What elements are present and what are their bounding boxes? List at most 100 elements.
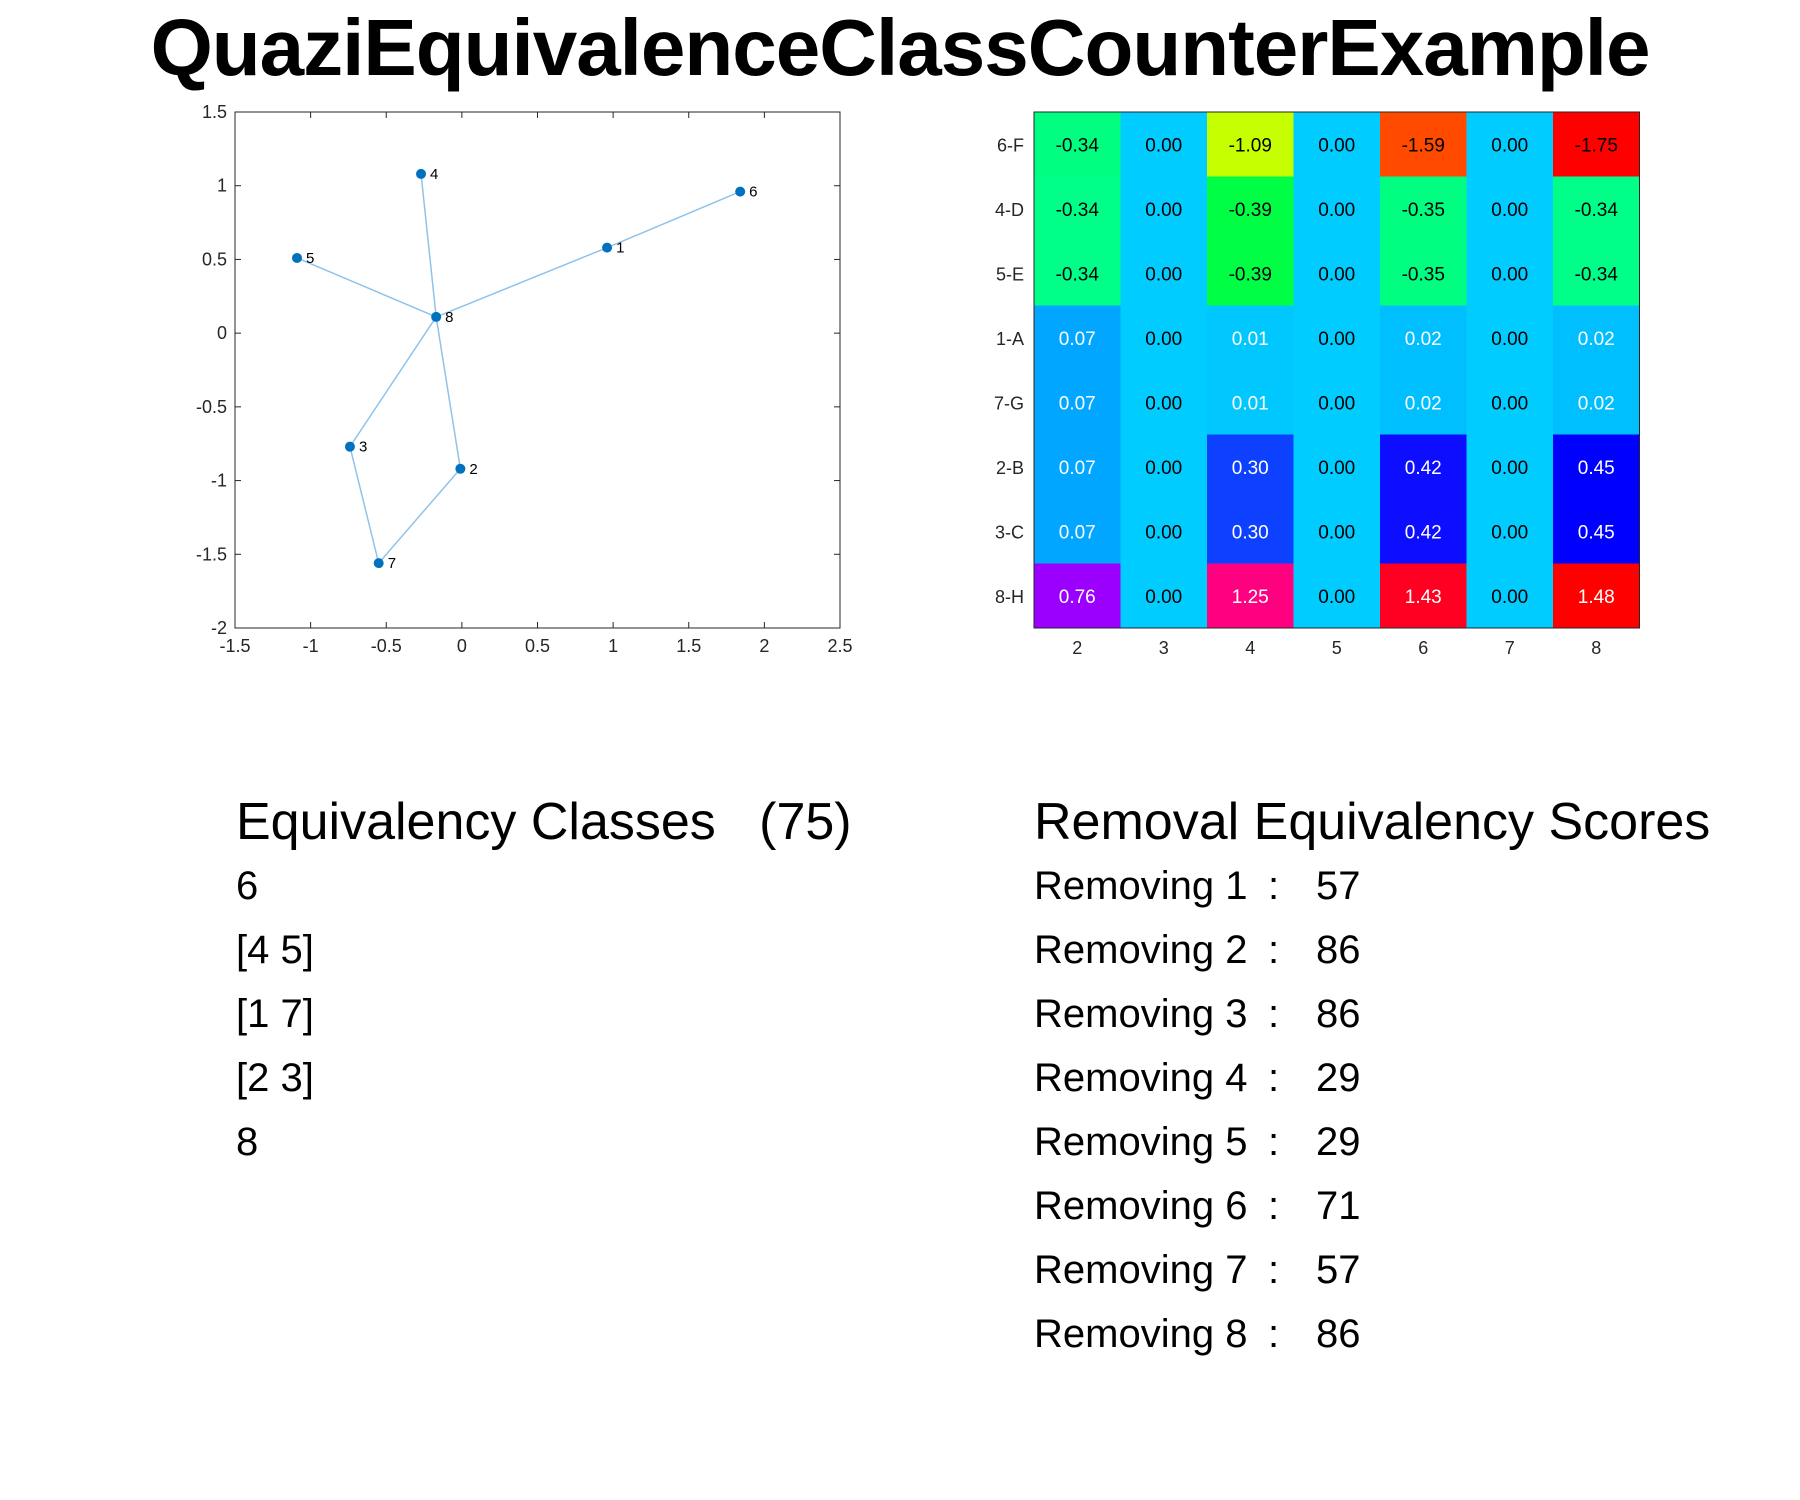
heatmap-row-label: 7-G bbox=[994, 393, 1024, 413]
graph-node-point bbox=[373, 558, 384, 569]
heatmap-cell bbox=[1293, 370, 1381, 435]
removal-score-label: Removing 4 bbox=[1034, 1056, 1248, 1100]
heatmap-cell bbox=[1034, 563, 1121, 629]
y-tick-label: -1 bbox=[211, 471, 227, 491]
removal-score-separator: : bbox=[1268, 864, 1280, 908]
heatmap-cell-value: -0.34 bbox=[1056, 135, 1100, 156]
heatmap-cell bbox=[1034, 176, 1121, 242]
heatmap-cell bbox=[1380, 563, 1467, 629]
graph-edge bbox=[349, 316, 437, 448]
heatmap-cell-value: 1.48 bbox=[1578, 587, 1615, 608]
graph-node-label: 6 bbox=[749, 184, 757, 201]
graph-node-label: 4 bbox=[430, 166, 438, 183]
heatmap-cell bbox=[1380, 370, 1467, 435]
heatmap-cell bbox=[1380, 305, 1467, 371]
heatmap-cell-value: 0.30 bbox=[1232, 522, 1269, 543]
heatmap-column-label: 4 bbox=[1245, 638, 1255, 658]
graph-node-label: 2 bbox=[469, 461, 477, 478]
equivalency-class-item: [2 3] bbox=[236, 1056, 314, 1100]
y-tick-label: -0.5 bbox=[196, 397, 227, 417]
heatmap-cell-value: -1.59 bbox=[1402, 135, 1445, 156]
heatmap-cell bbox=[1380, 112, 1467, 177]
heatmap-cell-value: 0.00 bbox=[1318, 587, 1355, 608]
graph-edge bbox=[606, 190, 741, 249]
removal-score-row: Removing 1:57 bbox=[1034, 854, 1794, 918]
graph-node-label: 5 bbox=[306, 250, 314, 267]
heatmap-row-label: 1-A bbox=[996, 329, 1024, 349]
removal-score-value: 57 bbox=[1316, 1248, 1361, 1292]
x-tick-label: -1.5 bbox=[219, 636, 250, 656]
heatmap-row-label: 4-D bbox=[995, 200, 1024, 220]
x-tick-label: 2 bbox=[759, 636, 769, 656]
removal-score-row: Removing 4:29 bbox=[1034, 1046, 1794, 1110]
heatmap-cell bbox=[1120, 434, 1208, 500]
heatmap-cell-value: 0.01 bbox=[1232, 329, 1269, 350]
heatmap-cell-value: -1.09 bbox=[1229, 135, 1272, 156]
heatmap-cell-value: -0.39 bbox=[1229, 264, 1272, 285]
removal-score-separator: : bbox=[1268, 928, 1280, 972]
heatmap-row-label: 6-F bbox=[997, 135, 1024, 155]
removal-score-value: 86 bbox=[1316, 1312, 1361, 1356]
heatmap-cell-value: 0.00 bbox=[1318, 135, 1355, 156]
heatmap-cell-value: -0.34 bbox=[1056, 200, 1100, 221]
heatmap-cell-value: 0.00 bbox=[1145, 393, 1182, 414]
x-tick-label: 2.5 bbox=[827, 636, 852, 656]
graph-edge bbox=[378, 468, 461, 564]
removal-scores-section: Removal Equivalency Scores Removing 1:57… bbox=[1034, 790, 1794, 1366]
heatmap-cell bbox=[1293, 305, 1381, 371]
heatmap-cell-value: 0.00 bbox=[1145, 522, 1182, 543]
y-tick-label: 1 bbox=[217, 176, 227, 196]
heatmap-cell bbox=[1553, 370, 1640, 435]
heatmap-cell bbox=[1466, 499, 1554, 564]
heatmap-cell bbox=[1466, 112, 1554, 177]
removal-score-label: Removing 2 bbox=[1034, 928, 1248, 972]
removal-score-label: Removing 3 bbox=[1034, 992, 1248, 1036]
heatmap-cell-value: 0.01 bbox=[1232, 393, 1269, 414]
heatmap-cell bbox=[1207, 305, 1294, 371]
graph-edge bbox=[435, 316, 462, 469]
heatmap-cell bbox=[1034, 499, 1121, 564]
heatmap-column-label: 3 bbox=[1159, 638, 1169, 658]
heatmap-cell bbox=[1293, 176, 1381, 242]
page-title: QuaziEquivalenceClassCounterExample bbox=[150, 3, 1651, 92]
heatmap-cell-value: 0.00 bbox=[1491, 200, 1528, 221]
heatmap-cell bbox=[1293, 563, 1381, 629]
heatmap-cell-value: 0.07 bbox=[1059, 329, 1096, 350]
heatmap-cell-value: 0.45 bbox=[1578, 458, 1615, 479]
heatmap-cell-value: 0.42 bbox=[1405, 522, 1442, 543]
heatmap-cell bbox=[1120, 112, 1208, 177]
graph-node-label: 7 bbox=[388, 555, 396, 572]
graph-node-point bbox=[416, 168, 427, 179]
graph-node-point bbox=[292, 252, 303, 263]
heatmap-cell bbox=[1120, 241, 1208, 306]
heatmap-cell-value: -0.34 bbox=[1575, 264, 1619, 285]
plot-frame bbox=[234, 111, 841, 629]
heatmap-cell bbox=[1466, 305, 1554, 371]
heatmap-cell bbox=[1293, 434, 1381, 500]
heatmap-row-label: 3-C bbox=[995, 522, 1024, 542]
graph-node-point bbox=[455, 463, 466, 474]
heatmap-cell bbox=[1466, 563, 1554, 629]
x-tick-label: 1.5 bbox=[676, 636, 701, 656]
heatmap-cell bbox=[1207, 370, 1294, 435]
heatmap-cell-value: 0.00 bbox=[1318, 200, 1355, 221]
heatmap-cell-value: 0.00 bbox=[1491, 135, 1528, 156]
heatmap-cell bbox=[1207, 112, 1294, 177]
heatmap-cell bbox=[1293, 241, 1381, 306]
heatmap-cell bbox=[1207, 563, 1294, 629]
heatmap-cell bbox=[1120, 305, 1208, 371]
equivalency-class-item: 8 bbox=[236, 1120, 259, 1164]
heatmap-cell-value: -0.34 bbox=[1056, 264, 1100, 285]
heatmap-cell-value: 0.07 bbox=[1059, 458, 1096, 479]
heatmap-column-label: 5 bbox=[1332, 638, 1342, 658]
heatmap-cell bbox=[1120, 563, 1208, 629]
y-tick-label: -2 bbox=[211, 618, 227, 638]
removal-score-value: 86 bbox=[1316, 928, 1361, 972]
heatmap-cell bbox=[1293, 499, 1381, 564]
heatmap-cell-value: 0.00 bbox=[1145, 200, 1182, 221]
graph-node-point bbox=[431, 311, 442, 322]
heatmap-cell-value: 0.00 bbox=[1145, 587, 1182, 608]
graph-node-point bbox=[344, 441, 355, 452]
heatmap-cell-value: 0.42 bbox=[1405, 458, 1442, 479]
graph-node-point bbox=[735, 186, 746, 197]
